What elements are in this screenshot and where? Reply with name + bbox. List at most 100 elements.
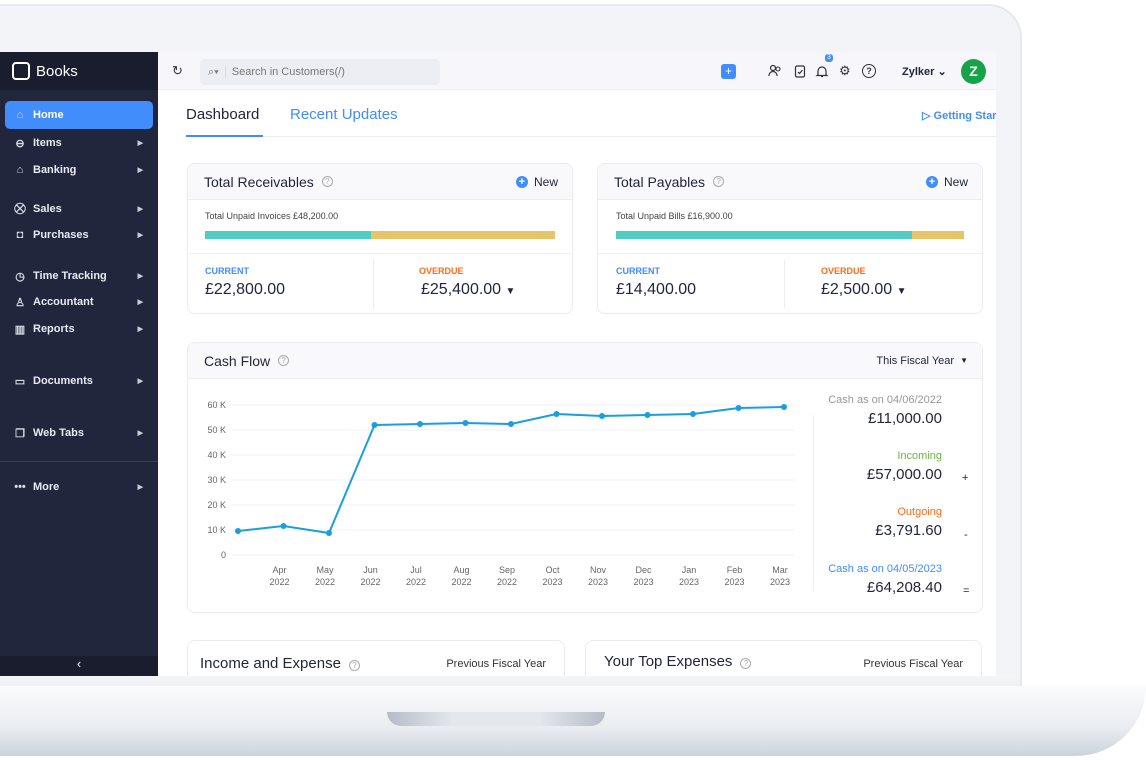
tasks-icon[interactable] xyxy=(793,64,807,78)
x-tick-label: Jan xyxy=(682,565,697,575)
divider xyxy=(0,461,158,462)
search-input[interactable]: ⌕▾ Search in Customers(/) xyxy=(200,59,440,85)
home-icon: ⌂ xyxy=(16,109,24,121)
more-icon: ••• xyxy=(14,481,26,493)
overdue-amount[interactable]: £25,400.00 ▼ xyxy=(421,281,516,298)
chevron-right-icon: ▶ xyxy=(137,167,143,174)
minus-operator: - xyxy=(964,529,968,541)
data-point xyxy=(508,421,514,427)
x-tick-label: 2023 xyxy=(633,577,653,587)
avatar[interactable]: Z xyxy=(961,59,986,84)
bell-icon[interactable] xyxy=(815,64,829,78)
help-icon[interactable]: ? xyxy=(740,658,752,669)
overdue-amount[interactable]: £2,500.00 ▼ xyxy=(821,281,907,298)
current-segment xyxy=(205,231,371,239)
chevron-right-icon: ▶ xyxy=(137,140,143,147)
plus-icon: + xyxy=(515,175,528,188)
sidebar-item-home[interactable]: ⌂ Home xyxy=(5,101,153,129)
bag-icon: ◘ xyxy=(16,229,24,241)
outgoing-amount: £3,791.60 xyxy=(875,522,942,539)
new-bill-button[interactable]: + New xyxy=(925,175,968,189)
data-point xyxy=(326,530,332,536)
sidebar-item-more[interactable]: ••• More ▶ xyxy=(5,474,153,500)
sidebar-item-purchases[interactable]: ◘ Purchases ▶ xyxy=(5,222,153,248)
bank-icon: ⌂ xyxy=(16,164,24,176)
sidebar-item-label: Reports xyxy=(33,323,75,335)
x-tick-label: 2022 xyxy=(451,577,471,587)
overdue-label: OVERDUE xyxy=(419,266,464,276)
top-expenses-card: Your Top Expenses? Previous Fiscal Year xyxy=(585,640,982,676)
period-dropdown[interactable]: This Fiscal Year ▼ xyxy=(876,354,968,367)
help-icon[interactable]: ? xyxy=(321,176,333,187)
folder-icon: ▭ xyxy=(14,375,26,388)
y-tick-label: 50 K xyxy=(207,425,226,435)
data-point xyxy=(417,421,423,427)
data-point xyxy=(553,411,560,417)
current-label: CURRENT xyxy=(205,266,249,276)
chevron-right-icon: ▶ xyxy=(137,484,143,491)
sidebar-item-web-tabs[interactable]: ❐ Web Tabs ▶ xyxy=(5,420,153,446)
cart-icon: ⛒ xyxy=(14,202,26,215)
divider xyxy=(373,260,374,308)
chevron-right-icon: ▶ xyxy=(137,326,143,333)
help-icon[interactable]: ? xyxy=(348,660,360,671)
data-point xyxy=(235,528,241,534)
x-tick-label: Aug xyxy=(453,565,469,575)
settings-icon[interactable]: ⚙ xyxy=(839,63,851,78)
help-icon[interactable]: ? xyxy=(713,176,725,187)
outgoing-label: Outgoing xyxy=(897,506,942,518)
notification-badge: 3 xyxy=(825,54,833,62)
users-icon[interactable] xyxy=(768,64,782,78)
x-tick-label: Jul xyxy=(410,565,422,575)
plus-operator: + xyxy=(962,472,969,484)
sidebar-item-label: Purchases xyxy=(33,229,89,241)
brand[interactable]: Books xyxy=(0,52,158,90)
plus-icon: + xyxy=(925,175,938,188)
caret-down-icon: ▼ xyxy=(505,286,516,297)
data-point xyxy=(462,420,469,426)
x-tick-label: Jun xyxy=(363,565,378,575)
sidebar-item-label: Home xyxy=(33,109,64,121)
tab-dashboard[interactable]: Dashboard xyxy=(186,106,260,123)
y-tick-label: 0 xyxy=(221,550,226,560)
sidebar-item-reports[interactable]: ▥ Reports ▶ xyxy=(5,316,153,342)
sidebar-item-items[interactable]: ⊖ Items ▶ xyxy=(5,130,153,156)
org-switcher[interactable]: Zylker ⌄ xyxy=(902,66,947,78)
closing-amount: £64,208.40 xyxy=(866,579,942,596)
y-tick-label: 30 K xyxy=(207,475,226,485)
quick-create-button[interactable]: + xyxy=(721,64,736,79)
tab-recent-updates[interactable]: Recent Updates xyxy=(290,106,398,123)
data-point xyxy=(280,523,287,529)
x-tick-label: 2022 xyxy=(406,577,426,587)
payables-card: Total Payables? + New Total Unpaid Bills … xyxy=(597,163,983,314)
tab-divider xyxy=(186,136,996,137)
chevron-right-icon: ▶ xyxy=(137,273,143,280)
sidebar-item-label: More xyxy=(33,481,60,493)
help-icon[interactable]: ? xyxy=(862,64,876,78)
x-tick-label: Nov xyxy=(590,565,607,575)
caret-down-icon: ▼ xyxy=(960,356,968,365)
collapse-sidebar-button[interactable]: ‹ xyxy=(0,656,158,676)
help-icon[interactable]: ? xyxy=(278,355,290,366)
y-tick-label: 60 K xyxy=(207,400,226,410)
x-tick-label: 2023 xyxy=(724,577,744,587)
divider xyxy=(784,260,785,308)
new-invoice-button[interactable]: + New xyxy=(515,175,558,189)
sidebar-item-sales[interactable]: ⛒ Sales ▶ xyxy=(5,196,153,222)
sidebar-item-label: Accountant xyxy=(33,296,94,308)
recent-history-icon[interactable]: ↻ xyxy=(172,63,183,78)
x-tick-label: Oct xyxy=(545,565,560,575)
caret-down-icon: ▼ xyxy=(896,286,907,297)
getting-started-link[interactable]: ▷ Getting Started xyxy=(922,110,996,122)
sidebar-item-time-tracking[interactable]: ◷ Time Tracking ▶ xyxy=(5,263,153,289)
y-tick-label: 10 K xyxy=(207,525,226,535)
play-icon: ▷ xyxy=(922,110,934,122)
sidebar-item-documents[interactable]: ▭ Documents ▶ xyxy=(5,368,153,394)
period-dropdown[interactable]: Previous Fiscal Year xyxy=(863,658,963,670)
card-title: Income and Expense? xyxy=(200,655,360,672)
period-dropdown[interactable]: Previous Fiscal Year xyxy=(446,658,546,670)
x-tick-label: 2022 xyxy=(315,577,335,587)
sidebar-item-banking[interactable]: ⌂ Banking ▶ xyxy=(5,157,153,183)
incoming-label: Incoming xyxy=(897,450,942,462)
sidebar-item-accountant[interactable]: ♙ Accountant ▶ xyxy=(5,289,153,315)
